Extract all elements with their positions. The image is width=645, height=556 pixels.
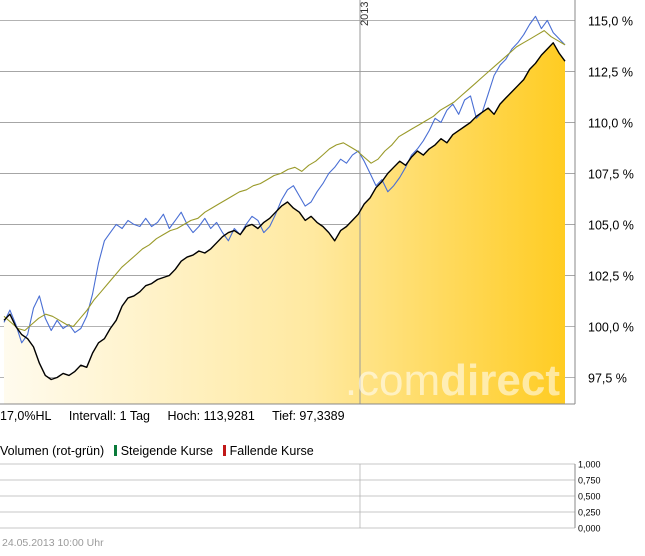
- volume-grid: [0, 463, 576, 529]
- y-tick-label-3: 107,5 %: [588, 167, 634, 181]
- volume-axis-ticks: 1,000 0,750 0,500 0,250 0,000: [578, 460, 601, 534]
- series-line-0: [3, 42, 566, 381]
- interval-label: Intervall: 1 Tag: [68, 409, 150, 423]
- rising-color-swatch: [113, 445, 117, 456]
- y-tick-label-0: 115,0 %: [588, 14, 633, 28]
- rising-label: Steigende Kurse: [120, 444, 214, 458]
- y-tick-label-5: 102,5 %: [588, 269, 634, 283]
- year-label: 2013: [359, 2, 371, 26]
- high-label: Hoch: 113,9281: [167, 409, 255, 423]
- series-line-2: [3, 30, 566, 332]
- watermark-suffix: direct: [440, 356, 560, 405]
- volume-tick-label-4: 0,000: [578, 524, 601, 534]
- falling-label: Fallende Kurse: [229, 444, 314, 458]
- chart-info-row: 17,0%HL Intervall: 1 Tag Hoch: 113,9281 …: [0, 409, 359, 423]
- falling-color-swatch: [222, 445, 226, 456]
- volume-tick-label-0: 1,000: [578, 460, 601, 470]
- volume-tick-label-2: 0,500: [578, 492, 601, 502]
- y-tick-label-4: 105,0 %: [588, 218, 634, 232]
- y-axis-ticks: 115,0 % 112,5 % 110,0 % 107,5 % 105,0 % 102,5…: [588, 14, 634, 385]
- watermark-logo: .comdirect: [345, 356, 561, 405]
- volume-title: Volumen (rot-grün): [0, 444, 105, 458]
- low-label: Tief: 97,3389: [272, 409, 345, 423]
- watermark-prefix: .com: [345, 356, 440, 405]
- volume-legend: Volumen (rot-grün) Steigende Kurse Falle…: [0, 444, 314, 458]
- svg-text:.comdirect: .comdirect: [345, 356, 561, 405]
- volume-tick-label-3: 0,250: [578, 508, 601, 518]
- series-line-1: [3, 15, 566, 344]
- main-series-area: [4, 42, 565, 405]
- timestamp-footer: 24.05.2013 10:00 Uhr: [2, 537, 104, 549]
- price-chart: 2013 .comdirect 115,0 % 112,5 % 110,0 % 107…: [0, 0, 634, 405]
- y-tick-label-6: 100,0 %: [588, 320, 634, 334]
- range-label: 17,0%HL: [0, 409, 52, 423]
- volume-chart: 1,000 0,750 0,500 0,250 0,000: [0, 460, 601, 534]
- y-tick-label-7: 97,5 %: [588, 371, 627, 385]
- volume-tick-label-1: 0,750: [578, 476, 601, 486]
- y-tick-label-1: 112,5 %: [588, 65, 633, 79]
- y-tick-label-2: 110,0 %: [588, 116, 633, 130]
- series-lines: [3, 15, 566, 381]
